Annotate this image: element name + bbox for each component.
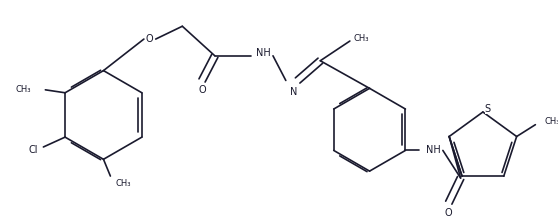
Text: NH: NH <box>426 145 440 155</box>
Text: CH₃: CH₃ <box>545 117 558 126</box>
Text: O: O <box>146 34 153 44</box>
Text: O: O <box>445 208 453 217</box>
Text: CH₃: CH₃ <box>354 34 369 43</box>
Text: CH₃: CH₃ <box>16 85 31 94</box>
Text: O: O <box>198 85 206 95</box>
Text: N: N <box>290 87 297 97</box>
Text: CH₃: CH₃ <box>116 180 131 188</box>
Text: S: S <box>485 104 491 114</box>
Text: NH: NH <box>256 48 271 58</box>
Text: Cl: Cl <box>29 145 39 155</box>
